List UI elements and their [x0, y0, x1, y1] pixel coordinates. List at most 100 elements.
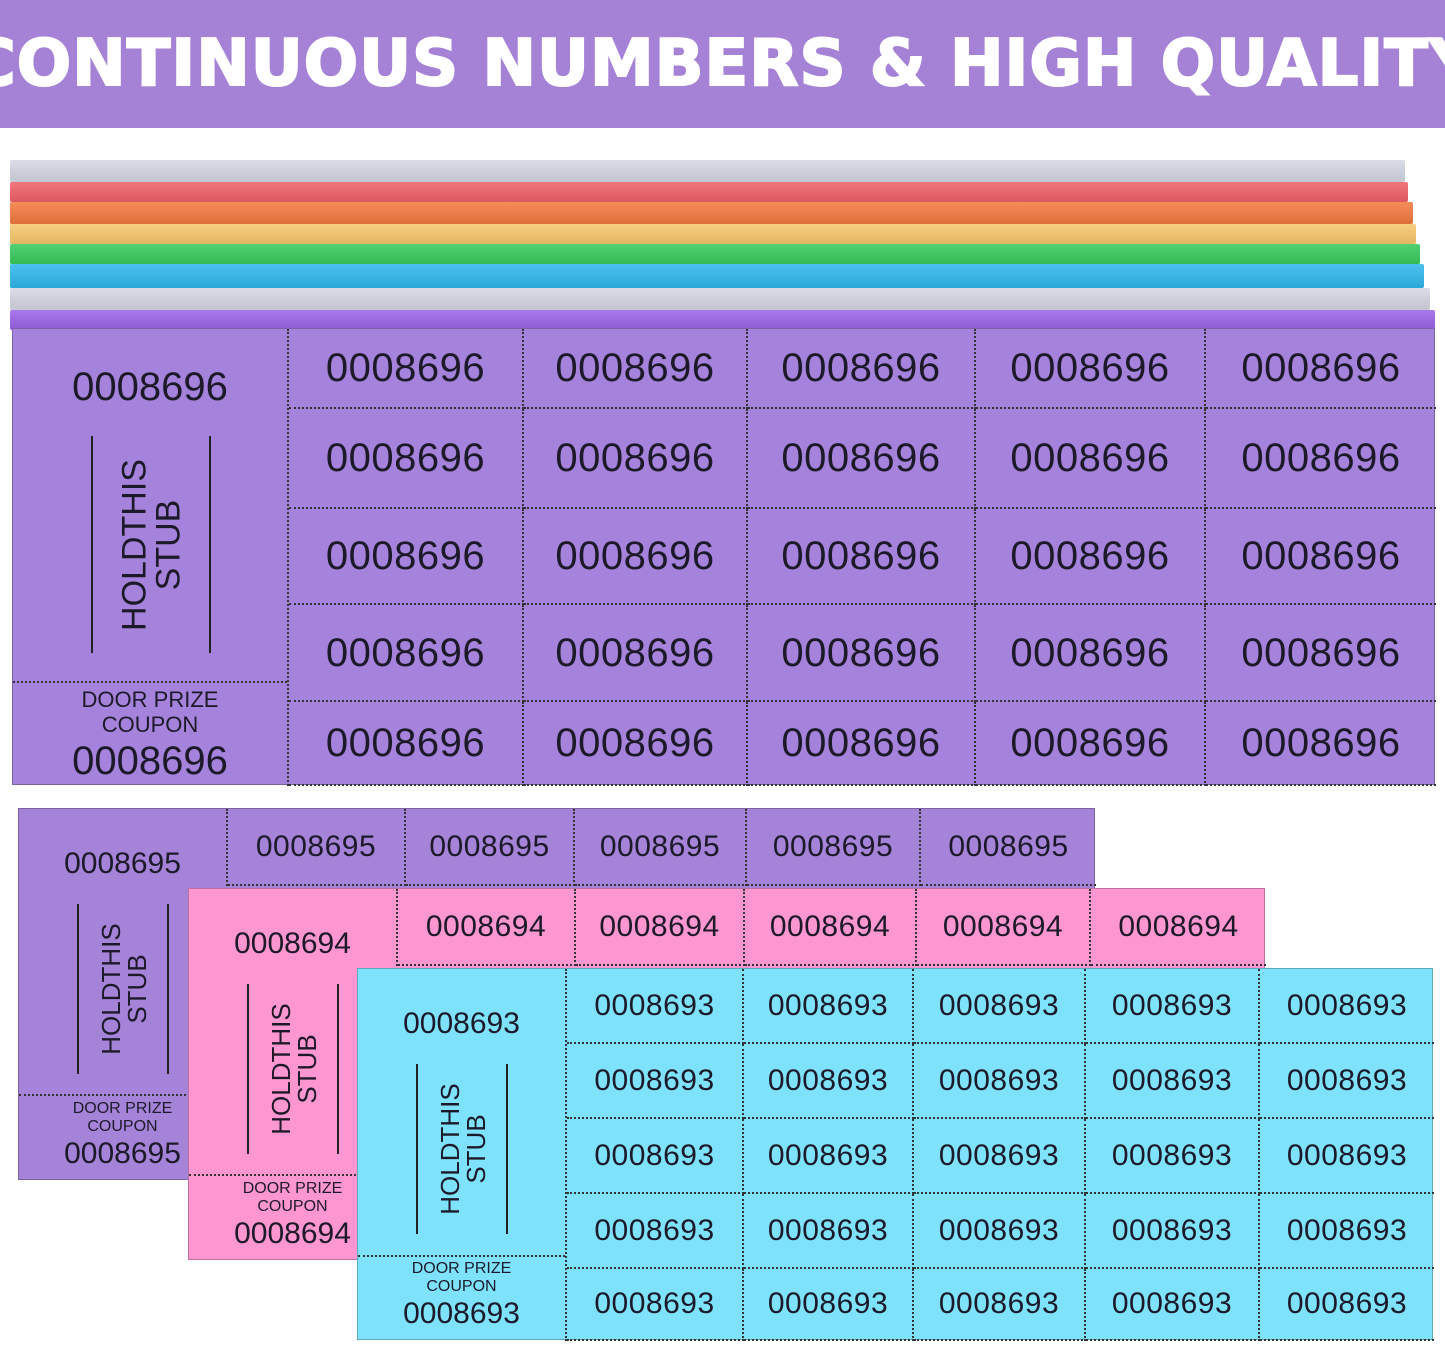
ticket-number-cell: 0008696	[524, 605, 748, 702]
stub-divider-line	[506, 1064, 508, 1234]
coupon-label-line: COUPON	[87, 1118, 158, 1136]
stub-divider-line	[167, 904, 169, 1074]
stub-hold-line: HOLDTHIS	[95, 923, 126, 1055]
ticket-number-cell: 0008695	[575, 809, 747, 886]
ticket-number-cell: 0008693	[744, 969, 914, 1044]
stub-number: 0008695	[64, 847, 181, 880]
banner-title: CONTINUOUS NUMBERS & HIGH QUALITY	[0, 26, 1445, 102]
stub-hold-line: STUB	[121, 954, 152, 1024]
ticket-number-cell: 0008693	[914, 1044, 1086, 1119]
stub-hold-label: HOLDTHIS STUB	[115, 436, 187, 653]
ticket-number-cell: 0008696	[1206, 702, 1436, 786]
ticket-number-cell: 0008694	[917, 889, 1091, 966]
ticket-number-cell: 0008696	[748, 409, 976, 509]
coupon-label: DOOR PRIZE COUPON	[13, 687, 287, 738]
ticket-number-cell: 0008693	[744, 1119, 914, 1194]
coupon-label-line: DOOR PRIZE	[242, 1180, 343, 1197]
ticket-number-cell: 0008693	[1086, 1044, 1260, 1119]
coupon-number: 0008694	[234, 1217, 351, 1250]
stub-hold-line: STUB	[149, 499, 187, 590]
ticket-number-cell: 0008696	[748, 605, 976, 702]
stub-number: 0008694	[234, 927, 351, 960]
stub-hold-label: HOLDTHIS STUB	[434, 1064, 491, 1234]
stack-layer	[10, 182, 1408, 202]
stub-divider-line	[337, 984, 339, 1154]
ticket-number-cell: 0008696	[748, 329, 976, 409]
stub-number: 0008696	[72, 365, 228, 409]
coupon-number: 0008696	[72, 739, 228, 783]
stub-hold-line: HOLDTHIS	[115, 458, 153, 631]
stub-perforation	[19, 1094, 226, 1096]
ticket-number-cell: 0008693	[567, 1269, 744, 1341]
ticket-number-cell: 0008696	[289, 605, 524, 702]
ticket-number-cell: 0008693	[914, 969, 1086, 1044]
stub-hold-label: HOLDTHIS STUB	[265, 984, 322, 1154]
stub-perforation	[189, 1174, 396, 1176]
ticket-number-cell: 0008696	[976, 409, 1206, 509]
ticket-number-cell: 0008693	[914, 1119, 1086, 1194]
coupon-label-line: DOOR PRIZE	[72, 1100, 173, 1117]
ticket-number-cell: 0008693	[744, 1269, 914, 1341]
ticket-number-cell: 0008696	[289, 329, 524, 409]
ticket-number-cell: 0008696	[1206, 509, 1436, 605]
ticket-number-cell: 0008693	[567, 1044, 744, 1119]
ticket-number-cell: 0008694	[398, 889, 576, 966]
stub-divider-line	[416, 1064, 418, 1234]
ticket-number-cell: 0008696	[289, 509, 524, 605]
ticket-number-cell: 0008696	[976, 702, 1206, 786]
stub-perforation	[13, 681, 287, 683]
ticket-number-cell: 0008693	[567, 1119, 744, 1194]
ticket-number-cell: 0008696	[748, 702, 976, 786]
stub-divider-line	[209, 436, 211, 653]
ticket-number-cell: 0008693	[1086, 1194, 1260, 1269]
ticket-number-cell: 0008696	[748, 509, 976, 605]
ticket-number-cell: 0008693	[1260, 1119, 1434, 1194]
stub-hold-label: HOLDTHIS STUB	[95, 904, 152, 1074]
stub-hold-line: HOLDTHIS	[265, 1003, 296, 1135]
ticket-stub: 0008695 HOLDTHIS STUB DOOR PRIZE COUPON 00086…	[19, 809, 228, 1181]
banner: CONTINUOUS NUMBERS & HIGH QUALITY	[0, 0, 1445, 128]
ticket-number-cell: 0008696	[1206, 605, 1436, 702]
ticket-number-cell: 0008693	[1086, 969, 1260, 1044]
coupon-label: DOOR PRIZE COUPON	[189, 1180, 396, 1217]
ticket-number-cell: 0008695	[747, 809, 921, 886]
ticket-number-cell: 0008694	[745, 889, 917, 966]
stub-divider-line	[247, 984, 249, 1154]
coupon-number: 0008693	[403, 1297, 520, 1330]
ticket-number-cell: 0008696	[1206, 329, 1436, 409]
stack-layer	[10, 202, 1413, 224]
stub-hold-line: STUB	[460, 1114, 491, 1184]
ticket-sheet: 0008696 HOLDTHIS STUB DOOR PRIZE COUPON 00086…	[12, 328, 1436, 786]
stub-hold-line: HOLDTHIS	[434, 1083, 465, 1215]
stack-layer	[10, 244, 1420, 264]
coupon-label: DOOR PRIZE COUPON	[19, 1100, 226, 1137]
ticket-number-cell: 0008693	[744, 1194, 914, 1269]
ticket-number-cell: 0008693	[1260, 1269, 1434, 1341]
coupon-label-line: COUPON	[257, 1198, 328, 1216]
ticket-number-cell: 0008694	[576, 889, 745, 966]
coupon-label-line: DOOR PRIZE	[411, 1260, 512, 1277]
ticket-number-cell: 0008696	[976, 329, 1206, 409]
stack-layer	[10, 310, 1435, 330]
ticket-stub: 0008694 HOLDTHIS STUB DOOR PRIZE COUPON 00086…	[189, 889, 398, 1261]
coupon-label-line: COUPON	[426, 1278, 497, 1296]
stub-divider-line	[77, 904, 79, 1074]
ticket-number-cell: 0008693	[914, 1269, 1086, 1341]
stub-perforation	[358, 1255, 565, 1257]
ticket-stub: 0008693 HOLDTHIS STUB DOOR PRIZE COUPON 00086…	[358, 969, 567, 1341]
ticket-stub: 0008696 HOLDTHIS STUB DOOR PRIZE COUPON 00086…	[13, 329, 289, 786]
ticket-number-cell: 0008696	[1206, 409, 1436, 509]
ticket-number-cell: 0008693	[567, 969, 744, 1044]
stack-layer	[10, 264, 1424, 288]
stack-layer	[10, 160, 1405, 182]
ticket-number-cell: 0008696	[524, 329, 748, 409]
ticket-sheet: 0008693 HOLDTHIS STUB DOOR PRIZE COUPON 00086…	[357, 968, 1434, 1341]
ticket-number-cell: 0008695	[406, 809, 575, 886]
coupon-label-line: COUPON	[101, 712, 199, 738]
stack-layer	[10, 224, 1416, 244]
ticket-number-cell: 0008695	[921, 809, 1096, 886]
ticket-number-cell: 0008696	[976, 605, 1206, 702]
stub-divider-line	[91, 436, 93, 653]
ticket-number-cell: 0008695	[228, 809, 406, 886]
ticket-number-cell: 0008693	[1260, 1194, 1434, 1269]
